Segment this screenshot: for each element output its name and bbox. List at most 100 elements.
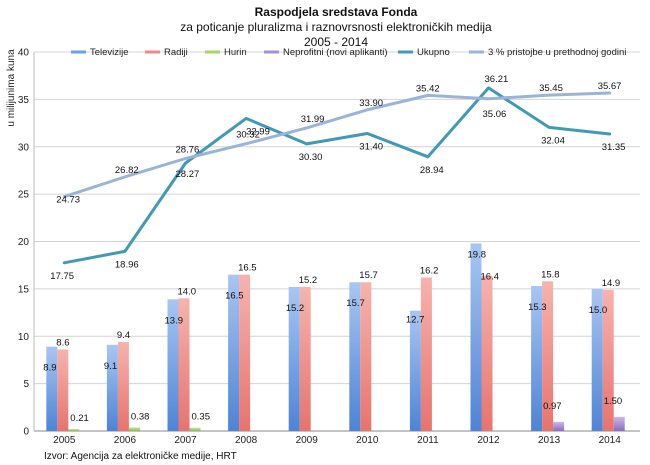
bar-televizije-2008 <box>228 274 240 431</box>
bar-label-televizije-2005: 8.9 <box>43 363 56 374</box>
bar-televizije-2013 <box>531 286 543 431</box>
bar-radiji-2014 <box>602 289 614 431</box>
bar-label-televizije-2009: 15.2 <box>286 303 305 314</box>
chart-title: Raspodjela sredstava Fonda <box>255 5 418 19</box>
line-label-pristojba-2014: 35.67 <box>598 81 622 92</box>
x-tick-2012: 2012 <box>477 435 500 446</box>
y-tick-20: 20 <box>18 237 30 248</box>
bar-radiji-2005 <box>57 349 69 431</box>
line-label-pristojba-2007: 28.76 <box>176 144 200 155</box>
line-label-pristojba-2005: 24.73 <box>56 195 80 206</box>
line-label-pristojba-2008: 30.32 <box>236 130 260 141</box>
y-tick-40: 40 <box>18 48 30 59</box>
legend-label-ukupno: Ukupno <box>417 47 450 58</box>
bar-radiji-2009 <box>299 286 311 431</box>
line-label-pristojba-2006: 26.82 <box>115 165 139 176</box>
line-pristojba <box>62 91 612 199</box>
x-tick-2010: 2010 <box>356 435 379 446</box>
bar-label-televizije-2012: 19.8 <box>468 249 487 260</box>
chart-subtitle-line-2: 2005 - 2014 <box>304 35 368 49</box>
line-label-pristojba-2012: 35.06 <box>483 109 507 120</box>
bar-televizije-2014 <box>591 288 603 431</box>
x-tick-2008: 2008 <box>235 435 258 446</box>
line-label-pristojba-2011: 35.42 <box>416 83 440 94</box>
y-tick-25: 25 <box>18 190 30 201</box>
bar-radiji-2007 <box>178 298 190 431</box>
bar-hurin-2007 <box>189 427 201 431</box>
bar-label-neprofitni-2014: 1.50 <box>604 396 623 407</box>
bar-radiji-2012 <box>481 275 493 431</box>
bar-label-televizije-2014: 15.0 <box>589 305 608 316</box>
line-label-ukupno-2006: 18.96 <box>115 259 139 270</box>
line-label-ukupno-2009: 30.30 <box>299 152 323 163</box>
y-tick-35: 35 <box>18 95 30 106</box>
data-label-layer: 8.9 9.1 13.9 16.5 15.2 15.7 12.7 19.8 15.3 15.0 8.… <box>43 74 625 424</box>
bar-radiji-2013 <box>542 281 554 431</box>
bar-layer <box>46 243 625 431</box>
bar-radiji-2011 <box>420 277 432 431</box>
legend: Televizije Radiji Hurin Neprofitni (novi… <box>71 47 626 58</box>
x-tick-2006: 2006 <box>114 435 137 446</box>
line-ukupno <box>62 86 612 265</box>
bar-neprofitni-2013 <box>553 421 565 431</box>
line-label-ukupno-2010: 31.40 <box>359 141 383 152</box>
x-tick-2007: 2007 <box>174 435 197 446</box>
bar-label-radiji-2007: 14.0 <box>178 286 197 297</box>
y-axis-label: u milijunima kuna <box>6 49 17 127</box>
line-label-ukupno-2007: 28.27 <box>176 169 200 180</box>
y-tick-0: 0 <box>23 427 29 438</box>
bar-label-televizije-2008: 16.5 <box>225 291 244 302</box>
y-tick-15: 15 <box>18 284 30 295</box>
bar-label-radiji-2010: 15.7 <box>359 270 378 281</box>
line-label-ukupno-2008: 32.99 <box>246 126 270 137</box>
chart-subtitle-line-1: za poticanje pluralizma i raznovrsnosti … <box>180 20 492 34</box>
bar-label-televizije-2013: 15.3 <box>528 302 547 313</box>
legend-label-neprofitni: Neprofitni (novi aplikanti) <box>283 47 388 58</box>
legend-label-televizije: Televizije <box>90 47 129 58</box>
line-label-pristojba-2010: 33.90 <box>359 98 383 109</box>
bar-label-neprofitni-2013: 0.97 <box>543 401 562 412</box>
y-tick-10: 10 <box>18 332 30 343</box>
legend-label-hurin: Hurin <box>224 47 247 58</box>
x-tick-2011: 2011 <box>417 435 439 446</box>
bar-hurin-2006 <box>128 427 140 431</box>
bar-radiji-2006 <box>117 341 129 431</box>
bar-label-hurin-2007: 0.35 <box>192 412 211 423</box>
line-layer <box>62 86 612 265</box>
line-label-ukupno-2012: 36.21 <box>485 74 509 85</box>
bar-neprofitni-2014 <box>613 416 625 431</box>
bar-label-hurin-2006: 0.38 <box>131 411 150 422</box>
line-label-pristojba-2013: 35.45 <box>539 83 563 94</box>
x-tick-2014: 2014 <box>599 435 622 446</box>
bar-label-televizije-2006: 9.1 <box>104 361 117 372</box>
bar-label-radiji-2012: 16.4 <box>481 272 500 283</box>
bar-televizije-2010 <box>349 282 361 431</box>
source-note: Izvor: Agencija za elektroničke medije, … <box>44 451 237 462</box>
line-label-ukupno-2005: 17.75 <box>50 271 74 282</box>
bar-label-radiji-2011: 16.2 <box>420 266 439 277</box>
x-tick-2005: 2005 <box>53 435 76 446</box>
y-tick-30: 30 <box>18 142 30 153</box>
legend-label-radiji: Radiji <box>164 47 188 58</box>
line-label-pristojba-2009: 31.99 <box>301 114 325 125</box>
line-label-ukupno-2013: 32.04 <box>541 135 565 146</box>
bar-label-televizije-2007: 13.9 <box>165 315 184 326</box>
bar-televizije-2012 <box>470 243 482 431</box>
y-tick-labels: 0 5 10 15 20 25 30 35 40 <box>18 48 30 438</box>
x-tick-2013: 2013 <box>538 435 561 446</box>
bar-label-televizije-2010: 15.7 <box>346 298 365 309</box>
bar-label-radiji-2005: 8.6 <box>56 338 69 349</box>
bar-televizije-2007 <box>167 299 179 431</box>
bar-televizije-2009 <box>288 286 300 431</box>
bar-label-televizije-2011: 12.7 <box>406 315 425 326</box>
bar-label-radiji-2009: 15.2 <box>299 275 318 286</box>
bar-televizije-2005 <box>46 346 58 431</box>
line-label-ukupno-2011: 28.94 <box>420 165 444 176</box>
x-tick-2009: 2009 <box>296 435 319 446</box>
bar-televizije-2006 <box>106 344 118 431</box>
legend-label-pristojba: 3 % pristojbe u prethodnoj godini <box>488 47 626 58</box>
line-label-ukupno-2014: 31.35 <box>602 142 626 153</box>
bar-label-radiji-2014: 14.9 <box>602 278 621 289</box>
